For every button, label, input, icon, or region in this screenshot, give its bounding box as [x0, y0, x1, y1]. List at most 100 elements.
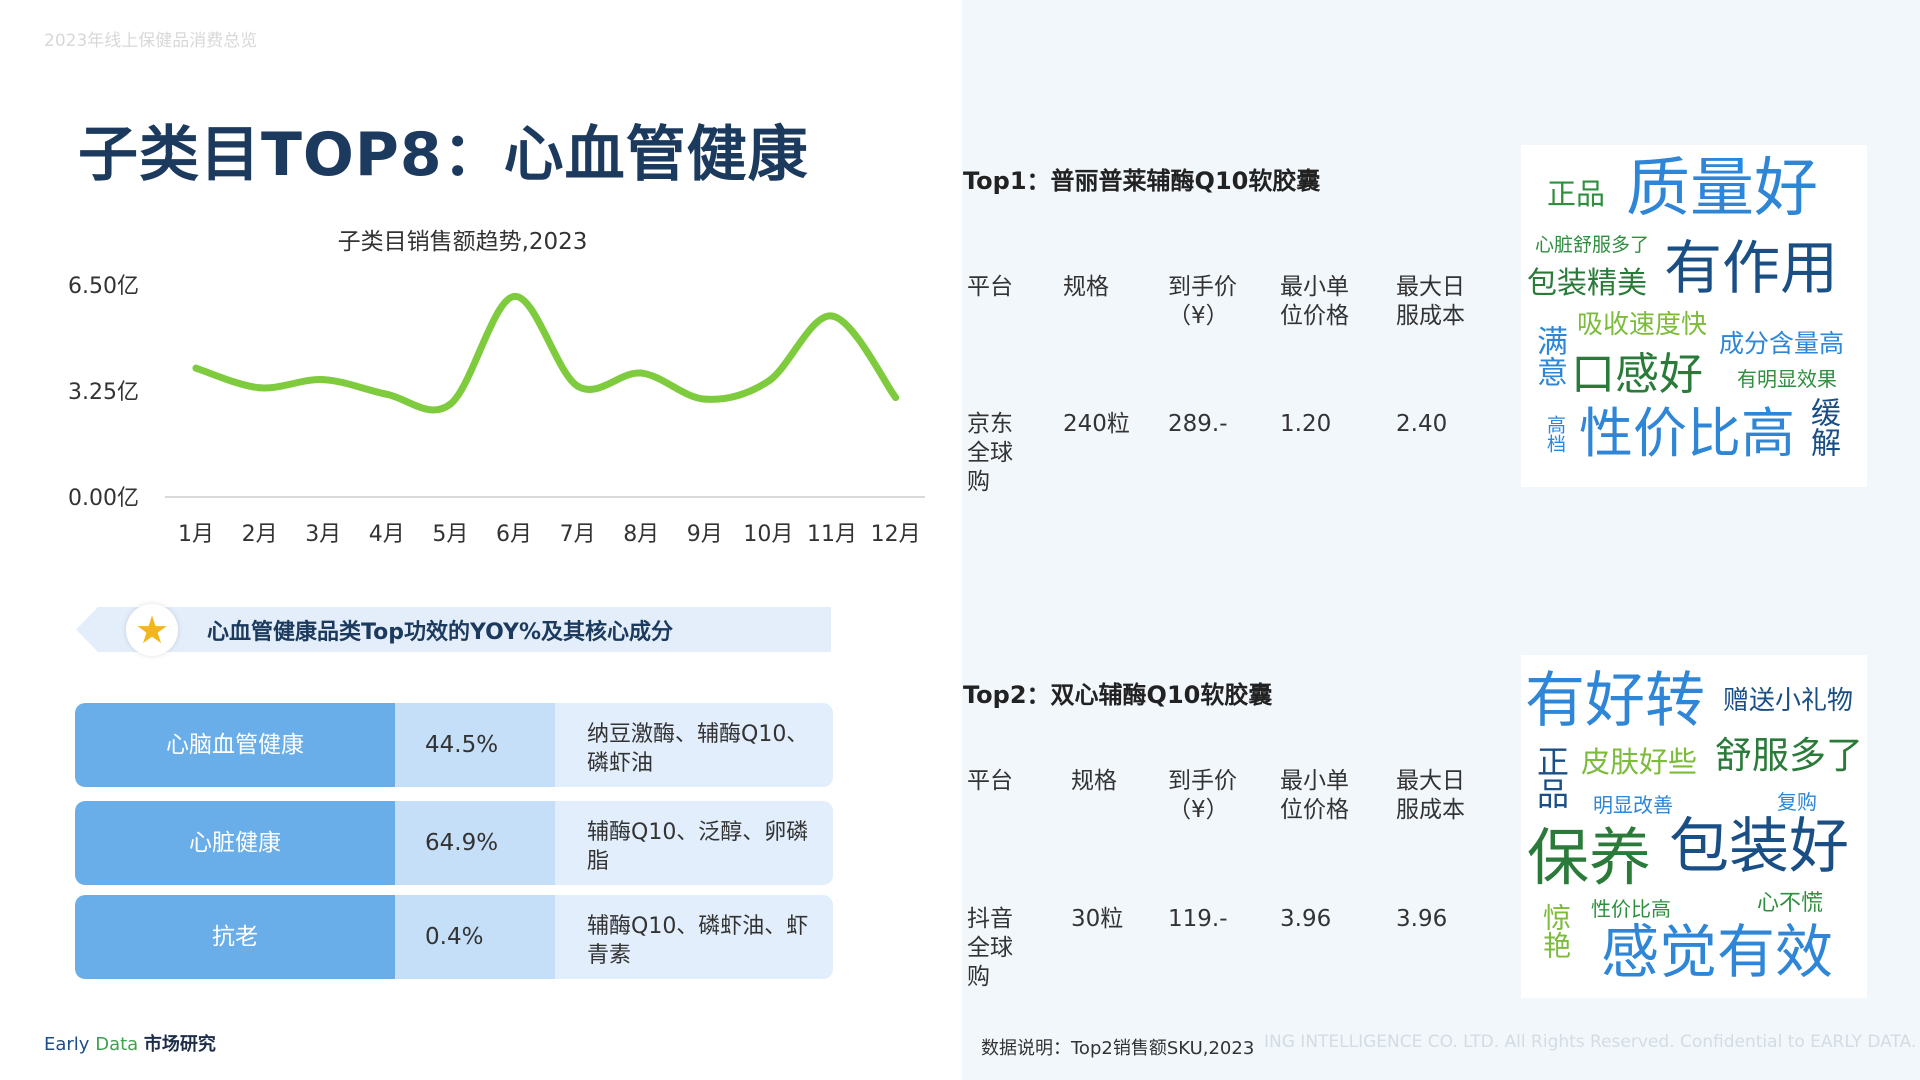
x-tick-label: 1月 — [178, 522, 214, 547]
cloud-word: 感觉有效 — [1601, 918, 1834, 986]
efficacy-yoy: 44.5% — [395, 703, 555, 787]
cloud-word: 正品 — [1532, 745, 1570, 809]
efficacy-ingredients: 辅酶Q10、泛醇、卵磷脂 — [587, 820, 809, 874]
x-tick-label: 11月 — [807, 522, 857, 547]
top1-word-cloud: 正品 质量好 心脏舒服多了 包装精美 有作用 吸收速度快 满意 口感好 成分含量… — [1521, 145, 1867, 487]
cloud-word: 吸收速度快 — [1577, 310, 1708, 340]
top2-spec: 30粒 — [1071, 906, 1124, 932]
top1-header-platform: 平台 — [967, 274, 1013, 300]
x-tick-label: 4月 — [369, 522, 405, 547]
top1-header-daily-cost: 最大日服成本 — [1396, 274, 1465, 329]
cloud-word: 正品 — [1547, 177, 1606, 211]
data-point — [383, 390, 391, 398]
x-tick-label: 8月 — [623, 522, 659, 547]
brand-cn: 市场研究 — [143, 1034, 216, 1055]
data-point — [510, 292, 518, 300]
y-tick-label: 3.25亿 — [68, 380, 139, 405]
cloud-word: 复购 — [1777, 790, 1817, 814]
cloud-word: 有明显效果 — [1737, 367, 1837, 391]
cloud-word: 明显改善 — [1593, 793, 1673, 817]
top1-price: 289.- — [1168, 411, 1228, 437]
cloud-word: 口感好 — [1571, 349, 1703, 400]
top2-header-price: 到手价（¥） — [1168, 768, 1237, 823]
cloud-word: 包装精美 — [1527, 266, 1647, 301]
banner-text: 心血管健康品类Top功效的YOY%及其核心成分 — [207, 620, 673, 645]
data-point — [892, 394, 900, 402]
x-tick-label: 10月 — [743, 522, 793, 547]
page-title: 子类目TOP8：心血管健康 — [78, 120, 809, 190]
cloud-word: 质量好 — [1626, 152, 1818, 226]
report-subtitle: 2023年线上保健品消费总览 — [44, 31, 258, 51]
y-tick-label: 6.50亿 — [68, 274, 139, 299]
x-tick-label: 9月 — [687, 522, 723, 547]
top1-title: Top1：普丽普莱辅酶Q10软胶囊 — [963, 167, 1321, 195]
cloud-word: 有好转 — [1525, 666, 1705, 736]
top1-header-unit-price: 最小单位价格 — [1280, 274, 1349, 329]
cloud-word: 心不慌 — [1757, 891, 1824, 916]
cloud-word: 包装好 — [1669, 812, 1849, 882]
cloud-word: 性价比高 — [1579, 402, 1795, 465]
top1-unit-price: 1.20 — [1280, 411, 1332, 437]
top2-word-cloud: 有好转 赠送小礼物 正品 皮肤好些 舒服多了 明显改善 复购 保养 包装好 惊艳… — [1521, 655, 1867, 998]
data-point — [764, 377, 772, 385]
efficacy-banner — [76, 607, 831, 652]
efficacy-name: 抗老 — [75, 895, 395, 979]
top2-header-daily-cost: 最大日服成本 — [1396, 768, 1465, 823]
x-tick-label: 6月 — [496, 522, 532, 547]
brand-logo: Early Data 市场研究 — [44, 1030, 216, 1056]
cloud-word: 舒服多了 — [1715, 734, 1863, 777]
efficacy-row: 抗老 0.4% 辅酶Q10、磷虾油、虾青素 — [75, 895, 833, 979]
x-tick-label: 5月 — [432, 522, 468, 547]
x-tick-label: 2月 — [242, 522, 278, 547]
data-point — [256, 384, 264, 392]
efficacy-ingredients: 纳豆激酶、辅酶Q10、磷虾油 — [587, 722, 809, 776]
copyright-text: ING INTELLIGENCE CO. LTD. All Rights Res… — [1264, 1032, 1917, 1052]
top2-header-platform: 平台 — [967, 768, 1013, 794]
cloud-word: 皮肤好些 — [1581, 745, 1698, 779]
efficacy-row: 心脑血管健康 44.5% 纳豆激酶、辅酶Q10、磷虾油 — [75, 703, 833, 787]
cloud-word: 有作用 — [1664, 234, 1839, 302]
brand-early: Early — [44, 1034, 90, 1055]
efficacy-ingredients: 辅酶Q10、磷虾油、虾青素 — [587, 914, 809, 968]
top2-platform: 抖音全球购 — [967, 906, 1013, 990]
cloud-word: 赠送小礼物 — [1723, 686, 1854, 716]
cloud-word: 保养 — [1527, 821, 1652, 894]
top2-unit-price: 3.96 — [1280, 906, 1332, 932]
cloud-word: 性价比高 — [1591, 897, 1671, 921]
data-point — [319, 376, 327, 384]
efficacy-name: 心脏健康 — [75, 801, 395, 885]
cloud-word: 成分含量高 — [1719, 329, 1845, 358]
brand-data: Data — [95, 1034, 139, 1055]
x-tick-label: 7月 — [560, 522, 596, 547]
chart-title: 子类目销售额趋势,2023 — [337, 229, 588, 255]
data-point — [637, 369, 645, 377]
top1-platform: 京东全球购 — [967, 411, 1013, 495]
top1-daily-cost: 2.40 — [1396, 411, 1448, 437]
efficacy-name: 心脑血管健康 — [75, 703, 395, 787]
star-icon: ★ — [126, 604, 178, 656]
top2-header-unit-price: 最小单位价格 — [1280, 768, 1349, 823]
y-tick-label: 0.00亿 — [68, 486, 139, 511]
top1-header-price: 到手价（¥） — [1168, 274, 1237, 329]
x-tick-label: 3月 — [305, 522, 341, 547]
top2-daily-cost: 3.96 — [1396, 906, 1448, 932]
cloud-word: 惊艳 — [1539, 903, 1572, 959]
data-point — [701, 395, 709, 403]
top1-spec: 240粒 — [1063, 411, 1130, 437]
top2-title: Top2：双心辅酶Q10软胶囊 — [963, 681, 1273, 709]
data-note: 数据说明：Top2销售额SKU,2023 — [981, 1038, 1255, 1059]
efficacy-row: 心脏健康 64.9% 辅酶Q10、泛醇、卵磷脂 — [75, 801, 833, 885]
cloud-word: 心脏舒服多了 — [1535, 234, 1650, 256]
data-point — [192, 364, 200, 372]
data-point — [828, 312, 836, 320]
data-point — [574, 382, 582, 390]
efficacy-yoy: 64.9% — [395, 801, 555, 885]
data-point — [446, 400, 454, 408]
top2-price: 119.- — [1168, 906, 1228, 932]
top1-header-spec: 规格 — [1063, 274, 1109, 300]
cloud-word: 满意 — [1531, 325, 1567, 387]
cloud-word: 缓解 — [1805, 397, 1840, 457]
sales-trend-chart: 0.00亿 3.25亿 6.50亿 1月 2月 3月 4月 5月 6月 7月 8月 9月 10月 11月 1… — [68, 274, 925, 547]
efficacy-yoy: 0.4% — [395, 895, 555, 979]
x-tick-label: 12月 — [871, 522, 921, 547]
